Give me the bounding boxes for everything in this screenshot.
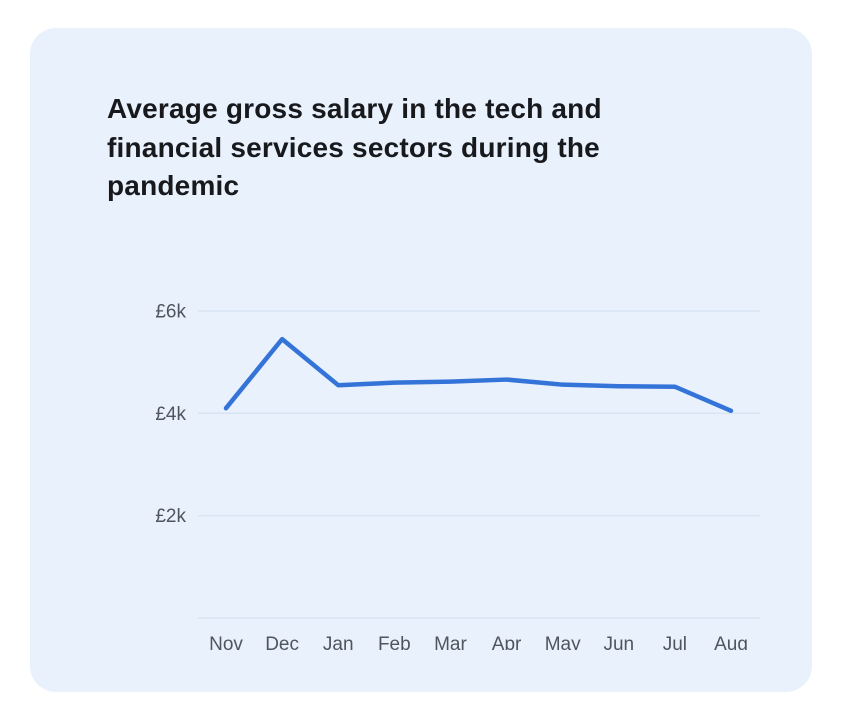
x-tick-label: Feb xyxy=(378,634,411,650)
x-tick-label: Jun xyxy=(603,634,634,650)
x-tick-label: May xyxy=(545,634,581,650)
x-tick-label: Jul xyxy=(663,634,687,650)
y-tick-label: £6k xyxy=(155,302,186,323)
salary-line xyxy=(223,336,734,414)
x-tick-label: Dec xyxy=(265,634,299,650)
x-tick-label: Jan xyxy=(323,634,354,650)
x-tick-label: Nov xyxy=(209,634,243,650)
chart-card: Average gross salary in the tech and fin… xyxy=(30,28,812,692)
y-tick-label: £4k xyxy=(155,404,186,425)
y-tick-label: £2k xyxy=(155,506,186,527)
x-tick-label: Mar xyxy=(434,634,467,650)
x-tick-label: Apr xyxy=(492,634,522,650)
chart-title: Average gross salary in the tech and fin… xyxy=(107,93,602,202)
chart-area: £6k £4k £2k Nov Dec Jan Feb Mar Apr May Jun Jul Aug xyxy=(100,260,770,650)
salary-line-chart: £6k £4k £2k Nov Dec Jan Feb Mar Apr May Jun Jul Aug xyxy=(155,302,760,650)
x-tick-label: Aug xyxy=(714,634,748,650)
